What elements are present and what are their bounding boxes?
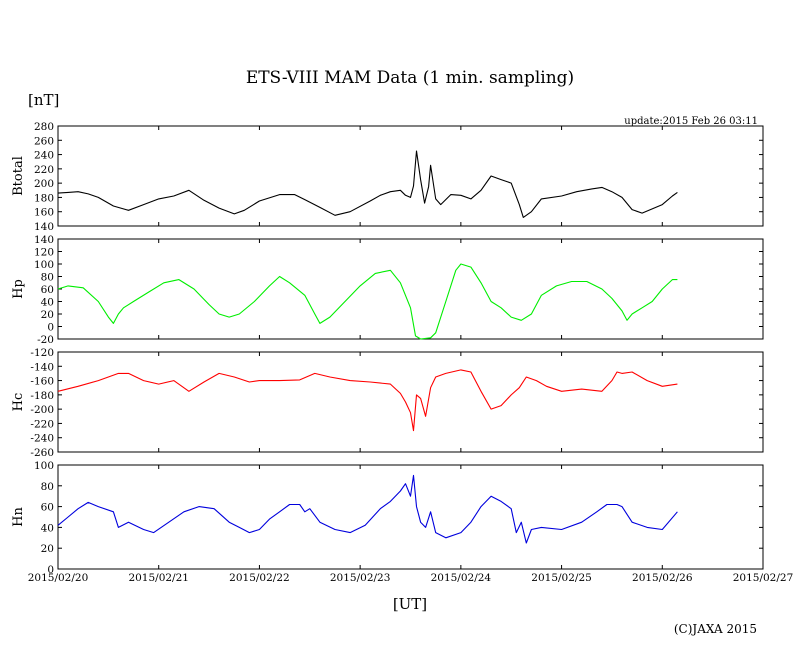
update-timestamp: update:2015 Feb 26 03:11 [624,116,758,127]
y-tick-label: 100 [34,460,54,472]
y-tick-label: -140 [30,361,54,373]
series-line-btotal [57,150,678,218]
series-line-hp [57,263,678,340]
series-line-hc [57,369,678,432]
y-tick-label: 0 [47,322,54,334]
x-tick-label: 2015/02/25 [531,572,592,584]
y-tick-label: 0 [47,564,54,576]
panel-hc: -260 -240 -220 -200 -180 -160 -140 -120 Hc [11,347,764,459]
y-tick-label: -220 [30,418,54,430]
x-tick-label: 2015/02/21 [128,572,189,584]
y-tick-label: 80 [41,272,54,284]
panel-btotal: 140 160 180 200 220 240 260 280 Btotal [11,121,764,233]
y-tick-label: 160 [34,207,54,219]
x-tick-label: 2015/02/22 [229,572,290,584]
y-tick-label: 120 [34,247,54,259]
y-unit-label: [nT] [28,91,59,109]
y-tick-label: 280 [34,121,54,133]
y-tick-label: 140 [34,221,54,233]
panel-label-hn: Hn [11,507,26,527]
x-axis-label: [UT] [393,595,427,613]
y-tick-label: 260 [34,135,54,147]
series-line-hn [57,474,678,544]
y-tick-label: -260 [30,447,54,459]
panel-frame [57,238,764,340]
y-tick-label: 240 [34,150,54,162]
panel-frame [57,464,764,570]
y-tick-label: 40 [41,522,54,534]
y-tick-label: -160 [30,376,54,388]
panel-label-hc: Hc [11,393,26,412]
y-tick-label: -20 [37,334,54,346]
x-tick-label: 2015/02/27 [733,572,794,584]
y-tick-label: 60 [41,502,54,514]
x-tick-label: 2015/02/20 [28,572,89,584]
panel-label-hp: Hp [11,279,26,299]
x-tick-label: 2015/02/24 [431,572,492,584]
x-tick-label: 2015/02/23 [330,572,391,584]
y-tick-label: -240 [30,433,54,445]
y-tick-label: 20 [41,309,54,321]
y-tick-label: -120 [30,347,54,359]
x-axis-ticks: 2015/02/20 2015/02/21 2015/02/22 2015/02/23… [28,572,794,584]
panel-label-btotal: Btotal [11,156,26,196]
chart-panels: 140160180200220240260280Btotal-200204060… [11,121,764,576]
y-tick-label: 80 [41,481,54,493]
panel-frame [57,125,764,227]
y-tick-label: 140 [34,234,54,246]
y-tick-label: -200 [30,404,54,416]
panel-hn: 0 20 40 60 80 100 Hn [11,460,764,576]
y-tick-label: 180 [34,192,54,204]
y-tick-label: 100 [34,259,54,271]
y-tick-label: 40 [41,297,54,309]
chart-title: ETS-VIII MAM Data (1 min. sampling) [246,68,574,88]
panel-frame [57,351,764,453]
copyright-credit: (C)JAXA 2015 [674,622,757,636]
y-tick-label: 220 [34,164,54,176]
y-tick-label: 20 [41,543,54,555]
y-tick-label: 60 [41,284,54,296]
y-tick-label: -180 [30,390,54,402]
y-tick-label: 200 [34,178,54,190]
x-tick-label: 2015/02/26 [632,572,693,584]
